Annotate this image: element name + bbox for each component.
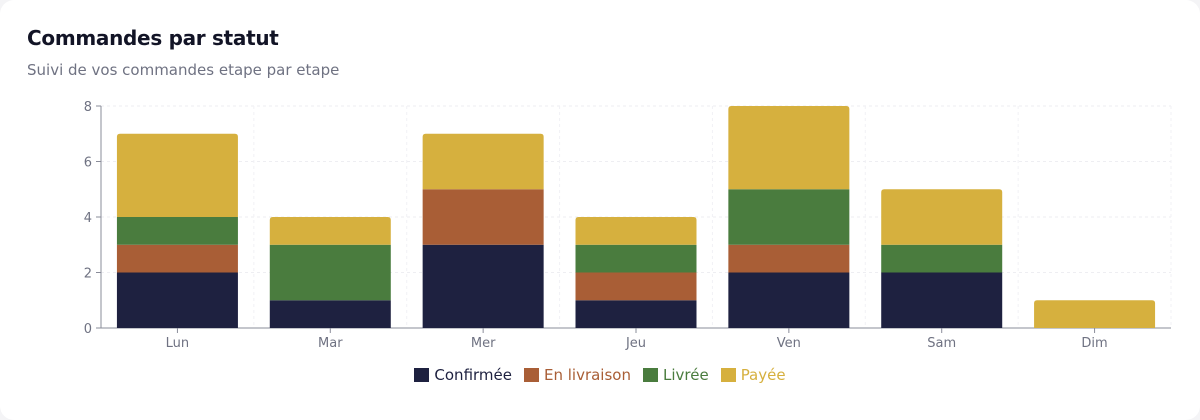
x-tick-label: Jeu <box>625 336 646 351</box>
card-title: Commandes par statut <box>27 26 279 50</box>
y-tick-label: 2 <box>84 267 92 282</box>
bar-segment-en-livraison <box>116 244 238 273</box>
bar-segment-confirmée <box>116 272 238 328</box>
legend-label: Confirmée <box>434 366 512 384</box>
bar-segment-payée <box>422 133 544 190</box>
bar-segment-confirmée <box>881 272 1003 328</box>
bar-segment-payée <box>881 189 1003 245</box>
legend-label: Livrée <box>662 366 709 384</box>
bar-segment-en-livraison <box>728 244 850 273</box>
legend-swatch <box>720 368 736 382</box>
bar-segment-confirmée <box>422 244 544 328</box>
card-subtitle: Suivi de vos commandes etape par etape <box>27 61 340 79</box>
bar-segment-payée <box>575 217 697 245</box>
bar-segment-payée <box>728 106 850 190</box>
y-tick-label: 8 <box>84 100 92 115</box>
bar-segment-en-livraison <box>422 189 544 245</box>
y-tick-label: 0 <box>84 322 92 337</box>
bar-segment-payée <box>116 133 238 217</box>
legend-swatch <box>414 368 430 382</box>
legend-item[interactable]: Livrée <box>642 366 709 384</box>
legend-item[interactable]: En livraison <box>523 366 631 384</box>
bar-segment-livrée <box>881 244 1003 273</box>
y-tick-label: 4 <box>84 211 92 226</box>
x-tick-label: Lun <box>166 336 190 351</box>
bar-segment-livrée <box>575 244 697 273</box>
legend-swatch <box>523 368 539 382</box>
legend-item[interactable]: Confirmée <box>414 366 512 384</box>
y-tick-label: 6 <box>84 156 92 171</box>
legend-swatch <box>642 368 658 382</box>
bar-segment-livrée <box>116 217 238 245</box>
bar-segment-confirmée <box>728 272 850 328</box>
x-tick-label: Mer <box>471 336 496 351</box>
bar-segment-payée <box>1034 300 1156 328</box>
legend-label: En livraison <box>543 366 631 384</box>
x-tick-label: Ven <box>777 336 801 351</box>
bar-segment-confirmée <box>575 300 697 328</box>
x-tick-label: Mar <box>318 336 343 351</box>
bar-segment-livrée <box>269 244 391 301</box>
chart-legend: Confirmée En livraison Livrée Payée <box>0 366 1200 384</box>
bar-segment-payée <box>269 217 391 245</box>
bar-segment-livrée <box>728 189 850 245</box>
bar-segment-confirmée <box>269 300 391 328</box>
x-tick-label: Sam <box>927 336 956 351</box>
bar-segment-en-livraison <box>575 272 697 301</box>
x-tick-label: Dim <box>1081 336 1107 351</box>
legend-item[interactable]: Payée <box>720 366 786 384</box>
legend-label: Payée <box>740 366 786 384</box>
